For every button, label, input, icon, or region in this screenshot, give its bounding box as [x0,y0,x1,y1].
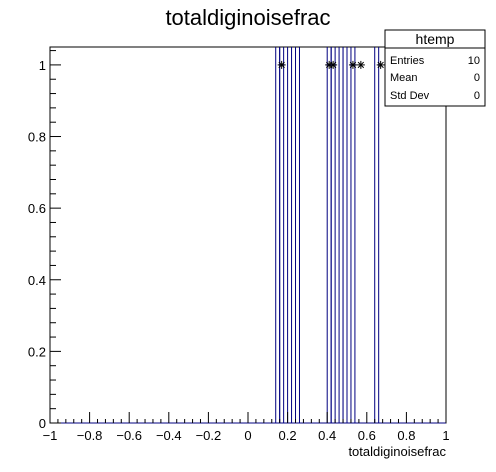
stats-mean-label: Mean [390,72,418,84]
x-tick-label: 1 [442,428,449,443]
histogram-bin [279,47,285,423]
x-tick-label: 0 [244,428,251,443]
stats-stddev-value: 0 [474,90,480,102]
x-tick-label: 0.6 [358,428,376,443]
y-tick-label: 0.6 [28,201,46,216]
stats-stddev-label: Std Dev [390,90,430,102]
data-marker [356,60,365,69]
histogram-bin [338,47,344,423]
x-tick-label: −0.8 [77,428,103,443]
histogram-bin [275,47,281,423]
stats-box: htemp Entries 10 Mean 0 Std Dev 0 [384,29,486,107]
data-marker [376,60,385,69]
x-tick-label: 0.8 [397,428,415,443]
histogram-bin [330,47,336,423]
y-tick-label: 0 [39,416,46,431]
data-marker [348,60,357,69]
histogram-bin [350,47,356,423]
x-tick-label: −0.2 [196,428,222,443]
data-markers [277,60,385,69]
histogram-bin [342,47,348,423]
x-tick-label: 0.2 [279,428,297,443]
y-tick-label: 0.2 [28,344,46,359]
histogram-bin [287,47,293,423]
x-axis: −1 −0.8 −0.6 −0.4 −0.2 0 0.2 0.4 0.6 0.8 1 [43,412,450,443]
y-axis: 0 0.2 0.4 0.6 0.8 1 [28,50,61,431]
histogram-bin [374,47,380,423]
stats-mean-value: 0 [474,72,480,84]
x-axis-title: totaldiginoisefrac [348,444,446,459]
y-tick-label: 1 [39,58,46,73]
data-marker [329,60,338,69]
x-tick-label: −0.6 [116,428,142,443]
x-tick-label: −0.4 [156,428,182,443]
x-tick-label: 0.4 [318,428,336,443]
data-marker [277,60,286,69]
stats-title: htemp [416,31,455,47]
stats-entries-label: Entries [390,55,425,67]
y-tick-label: 0.4 [28,273,46,288]
histogram-bin [326,47,332,423]
chart-title: totaldiginoisefrac [165,5,330,30]
x-tick-label: −1 [43,428,58,443]
y-tick-label: 0.8 [28,130,46,145]
stats-entries-value: 10 [468,55,480,67]
histogram-bin [295,47,300,423]
